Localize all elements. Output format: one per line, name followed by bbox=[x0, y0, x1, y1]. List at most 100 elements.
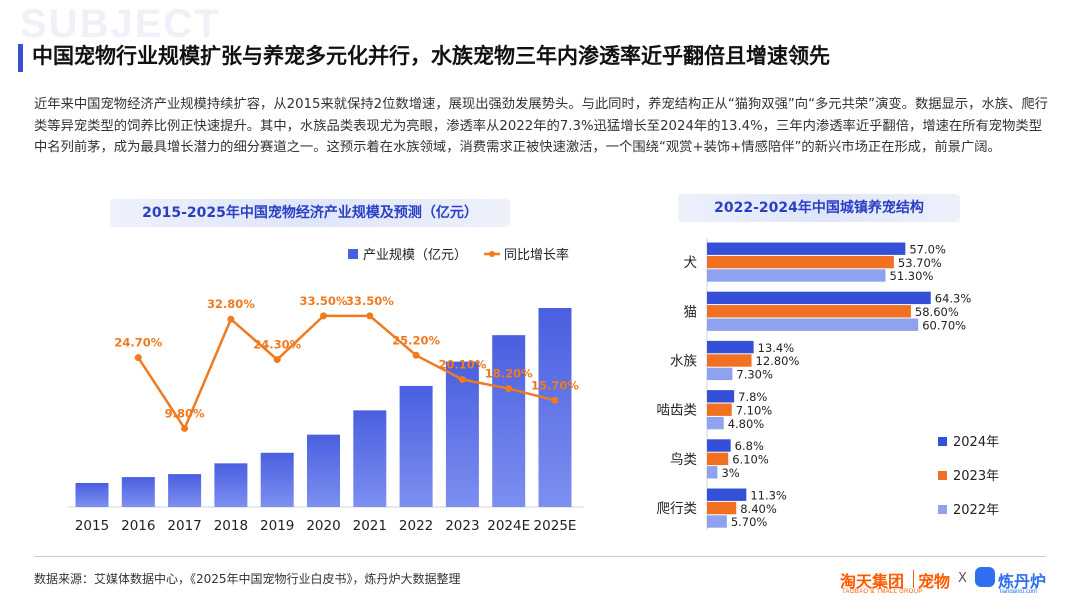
bar-2024年-水族 bbox=[707, 340, 754, 354]
x-tick-2021: 2021 bbox=[353, 518, 387, 534]
bar-2018 bbox=[214, 463, 248, 507]
value-label-2023年-犬: 53.70% bbox=[898, 256, 942, 270]
growth-point-2022 bbox=[412, 351, 420, 359]
value-label-2023年-猫: 58.60% bbox=[915, 305, 959, 319]
footer-divider bbox=[34, 556, 1046, 557]
value-label-2024年-水族: 13.4% bbox=[758, 341, 795, 355]
bar-2022年-啮齿类 bbox=[707, 416, 724, 430]
x-tick-2015: 2015 bbox=[75, 518, 109, 534]
legend-label-2022年: 2022年 bbox=[953, 503, 999, 518]
value-label-2022年-啮齿类: 4.80% bbox=[728, 417, 765, 431]
x-tick-2020: 2020 bbox=[306, 518, 340, 534]
growth-label-2022: 25.20% bbox=[392, 333, 440, 347]
legend-line-label: 同比增长率 bbox=[504, 247, 569, 263]
growth-label-2016: 24.70% bbox=[114, 336, 162, 350]
legend-swatch-2023年 bbox=[938, 471, 947, 480]
category-label-3: 啮齿类 bbox=[657, 403, 698, 419]
industry-scale-chart: 2015 2016 2017 2018 2019 2020 2021 2022 2023 2024… bbox=[68, 247, 584, 534]
growth-label-2021: 33.50% bbox=[346, 294, 394, 308]
value-label-2022年-水族: 7.30% bbox=[736, 368, 773, 382]
page-title: 中国宠物行业规模扩张与养宠多元化并行，水族宠物三年内渗透率近乎翻倍且增速领先 bbox=[32, 44, 830, 68]
growth-label-2025E: 15.70% bbox=[531, 378, 579, 392]
bar-2021 bbox=[353, 410, 387, 507]
bar-2023年-鸟类 bbox=[707, 452, 729, 466]
bar-2017 bbox=[168, 474, 202, 507]
growth-point-2025E bbox=[551, 396, 559, 404]
growth-label-2024E: 18.20% bbox=[485, 367, 533, 381]
category-label-1: 猫 bbox=[684, 304, 698, 320]
bar-2023 bbox=[445, 361, 479, 507]
growth-label-2017: 9.80% bbox=[165, 406, 205, 420]
bar-2023年-爬行类 bbox=[707, 501, 737, 515]
value-label-2024年-啮齿类: 7.8% bbox=[738, 390, 767, 404]
brand-separator bbox=[913, 570, 914, 588]
x-tick-2016: 2016 bbox=[121, 518, 155, 534]
bar-2024E bbox=[492, 335, 526, 507]
growth-label-2023: 20.10% bbox=[438, 358, 486, 372]
category-label-0: 犬 bbox=[684, 255, 698, 271]
growth-point-2020 bbox=[320, 312, 327, 320]
x-tick-2025E: 2025E bbox=[534, 518, 577, 534]
brand-pet-logo: 宠物 bbox=[918, 572, 951, 591]
bar-2022年-猫 bbox=[707, 318, 919, 331]
brand-taotian-logo: 淘天集团 bbox=[840, 572, 905, 591]
value-label-2022年-犬: 51.30% bbox=[890, 269, 934, 283]
value-label-2023年-啮齿类: 7.10% bbox=[736, 403, 773, 417]
value-label-2024年-猫: 64.3% bbox=[935, 292, 972, 306]
bar-2023年-犬 bbox=[707, 255, 894, 269]
growth-point-2019 bbox=[273, 356, 281, 364]
growth-line bbox=[137, 314, 556, 430]
growth-label-2019: 24.30% bbox=[253, 338, 301, 352]
x-tick-2017: 2017 bbox=[167, 518, 201, 534]
brand-x: X bbox=[958, 571, 967, 586]
bar-2024年-鸟类 bbox=[707, 439, 731, 452]
bar-2022年-犬 bbox=[707, 269, 886, 282]
growth-point-2021 bbox=[366, 312, 374, 320]
bar-2022年-水族 bbox=[707, 367, 733, 381]
bar-2023年-啮齿类 bbox=[707, 403, 732, 416]
watermark-subject: SUBJECT bbox=[20, 2, 221, 46]
value-label-2023年-鸟类: 6.10% bbox=[732, 453, 769, 467]
category-label-4: 鸟类 bbox=[670, 452, 697, 468]
growth-point-2023 bbox=[458, 376, 466, 384]
legend-line-dot bbox=[489, 251, 495, 257]
value-label-2024年-爬行类: 11.3% bbox=[750, 488, 787, 502]
brand-taotian-sub: TAOBAO & TMALL GROUP bbox=[842, 589, 923, 595]
liandanlu-logo-icon bbox=[975, 567, 995, 587]
growth-point-2016 bbox=[134, 354, 142, 362]
category-label-2: 水族 bbox=[670, 354, 698, 370]
bar-2022年-鸟类 bbox=[707, 466, 718, 479]
intro-paragraph: 近年来中国宠物经济产业规模持续扩容，从2015来就保持2位数增速，展现出强劲发展… bbox=[34, 97, 1048, 155]
left-chart-title: 2015-2025年中国宠物经济产业规模及预测（亿元） bbox=[110, 199, 510, 227]
value-label-2024年-犬: 57.0% bbox=[909, 242, 946, 256]
growth-label-2018: 32.80% bbox=[207, 297, 255, 311]
x-tick-2024E: 2024E bbox=[487, 518, 530, 534]
value-label-2022年-爬行类: 5.70% bbox=[731, 515, 768, 529]
data-source: 数据来源：艾媒体数据中心，《2025年中国宠物行业白皮书》，炼丹炉大数据整理 bbox=[34, 572, 461, 586]
category-label-5: 爬行类 bbox=[657, 501, 698, 517]
legend-label-2024年: 2024年 bbox=[953, 435, 999, 450]
bar-2024年-啮齿类 bbox=[707, 390, 735, 403]
bar-2023年-猫 bbox=[707, 305, 911, 318]
value-label-2022年-鸟类: 3% bbox=[721, 466, 739, 480]
bar-2023年-水族 bbox=[707, 354, 752, 367]
bar-2016 bbox=[121, 477, 155, 507]
value-label-2023年-爬行类: 8.40% bbox=[740, 502, 777, 516]
x-tick-2023: 2023 bbox=[445, 518, 479, 534]
pet-structure-chart: 犬 57.0%53.70%51.30% 猫 64.3%58.60%60.70% 水族 13… bbox=[657, 238, 999, 530]
growth-point-2024E bbox=[505, 385, 513, 393]
title-accent-bar bbox=[18, 44, 23, 72]
legend-swatch-2022年 bbox=[938, 505, 947, 514]
bar-2019 bbox=[260, 452, 294, 507]
growth-label-2020: 33.50% bbox=[300, 294, 348, 308]
bar-2015 bbox=[75, 483, 109, 507]
brand-liandanlu-url: liandanlu.com bbox=[1000, 589, 1038, 595]
legend-bar-label: 产业规模（亿元） bbox=[363, 248, 467, 263]
x-tick-2018: 2018 bbox=[214, 518, 248, 534]
legend-bar-swatch bbox=[348, 249, 358, 259]
right-chart-title: 2022-2024年中国城镇养宠结构 bbox=[678, 194, 960, 222]
bar-2024年-爬行类 bbox=[707, 488, 747, 501]
legend-label-2023年: 2023年 bbox=[953, 469, 999, 484]
value-label-2023年-水族: 12.80% bbox=[756, 354, 800, 368]
growth-point-2017 bbox=[181, 424, 189, 432]
